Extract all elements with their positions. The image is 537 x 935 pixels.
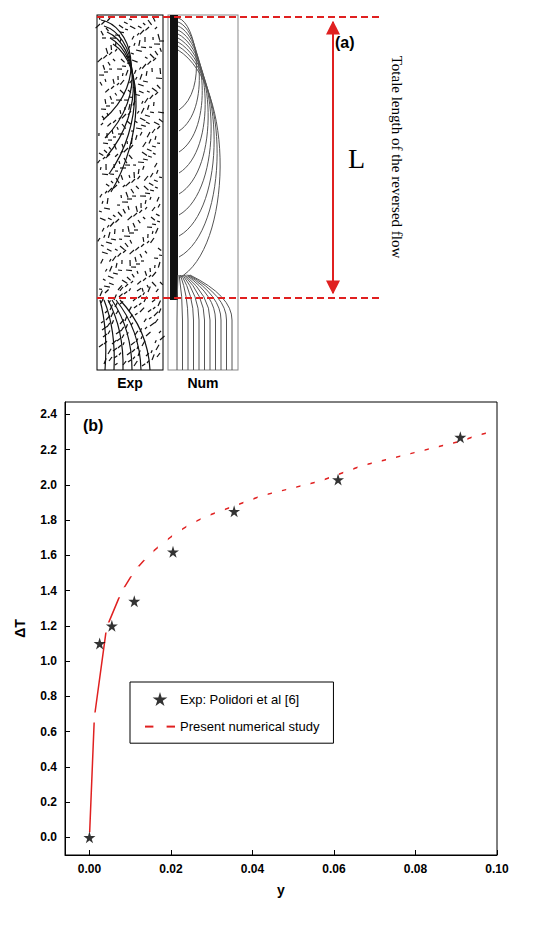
svg-text:Totale length of the reversed: Totale length of the reversed flow [389,56,405,259]
svg-text:Exp: Polidori et al [6]: Exp: Polidori et al [6] [180,692,299,707]
svg-text:1.6: 1.6 [40,548,57,562]
svg-text:1.0: 1.0 [40,654,57,668]
svg-text:1.4: 1.4 [40,584,57,598]
svg-text:1.2: 1.2 [40,619,57,633]
svg-text:y: y [277,882,285,898]
svg-text:1.8: 1.8 [40,513,57,527]
svg-text:0.04: 0.04 [241,862,265,876]
svg-text:(b): (b) [83,417,103,434]
svg-text:Num: Num [187,375,218,391]
svg-text:2.4: 2.4 [40,407,57,421]
svg-text:Present numerical study: Present numerical study [180,719,320,734]
svg-text:2.2: 2.2 [40,443,57,457]
svg-text:0.06: 0.06 [322,862,346,876]
svg-text:2.0: 2.0 [40,478,57,492]
svg-text:L: L [348,143,365,174]
svg-text:Exp: Exp [117,375,143,391]
svg-text:0.02: 0.02 [159,862,183,876]
svg-text:0.10: 0.10 [485,862,509,876]
svg-text:(a): (a) [335,34,355,51]
svg-text:0.8: 0.8 [40,689,57,703]
svg-text:0.6: 0.6 [40,725,57,739]
svg-text:0.0: 0.0 [40,830,57,844]
svg-text:0.08: 0.08 [404,862,428,876]
svg-text:0.4: 0.4 [40,760,57,774]
svg-text:ΔT: ΔT [12,619,28,638]
svg-text:0.00: 0.00 [78,862,102,876]
svg-text:0.2: 0.2 [40,795,57,809]
